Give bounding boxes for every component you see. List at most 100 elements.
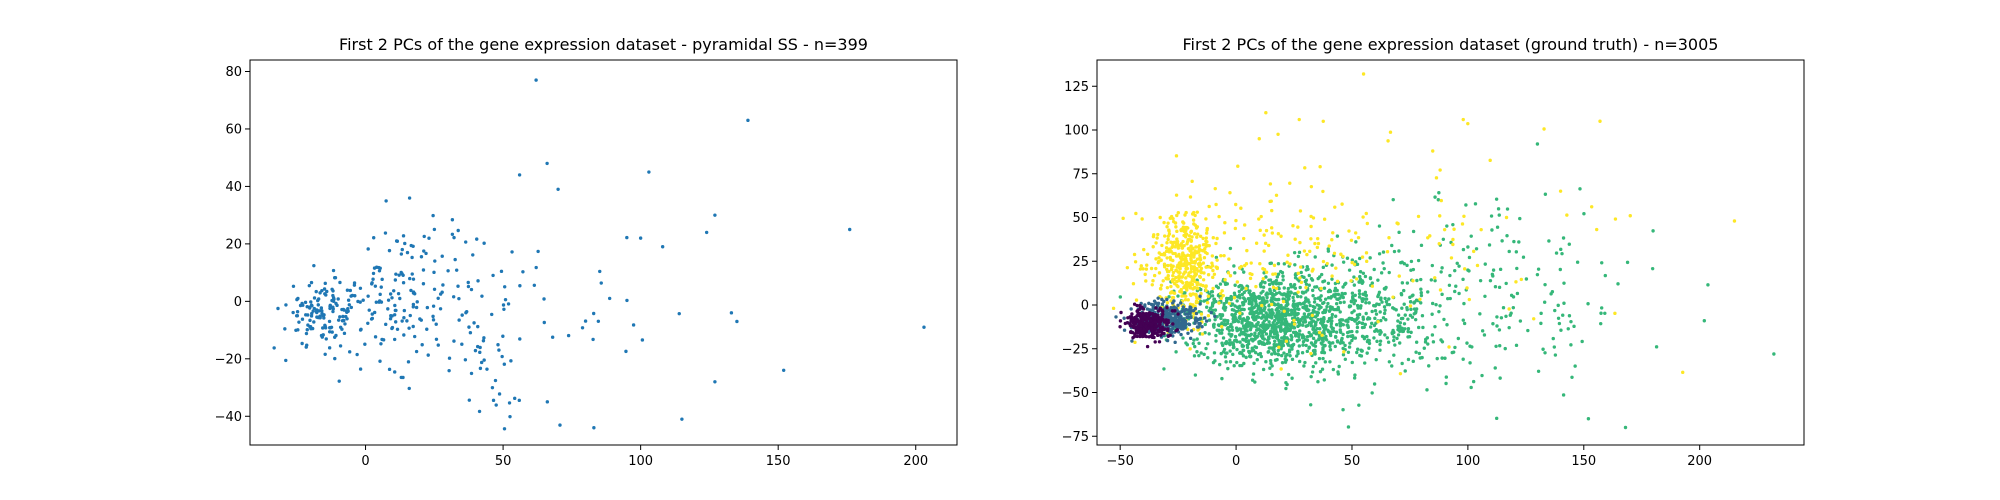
scatter-point [1246, 316, 1251, 321]
scatter-point [1237, 315, 1241, 320]
scatter-point [1304, 343, 1308, 348]
scatter-point [1483, 294, 1487, 298]
scatter-point [1309, 214, 1313, 219]
scatter-point [534, 78, 538, 82]
scatter-point [503, 285, 507, 289]
scatter-point [1231, 352, 1235, 357]
scatter-point [502, 427, 507, 431]
scatter-point [1490, 228, 1494, 232]
scatter-point [407, 326, 411, 330]
scatter-point [471, 253, 475, 257]
scatter-point [1302, 306, 1306, 310]
scatter-point [1462, 301, 1466, 306]
scatter-point [1352, 309, 1356, 313]
scatter-point [490, 385, 495, 390]
scatter-point [1706, 283, 1710, 287]
scatter-point [1173, 245, 1177, 249]
scatter-point [427, 236, 431, 240]
scatter-point [1156, 309, 1161, 313]
scatter-point [456, 284, 460, 288]
scatter-point [1282, 327, 1286, 332]
x-tick-label: 0 [1232, 454, 1240, 469]
scatter-point [1517, 240, 1521, 244]
scatter-point [1111, 306, 1116, 311]
scatter-point [1433, 276, 1437, 280]
scatter-point [1586, 302, 1590, 306]
scatter-point [476, 279, 480, 283]
scatter-point [1280, 360, 1285, 365]
scatter-point [1498, 267, 1503, 272]
scatter-point [336, 297, 340, 301]
scatter-point [1299, 302, 1303, 306]
scatter-point [296, 328, 300, 332]
scatter-point [1169, 263, 1173, 267]
scatter-point [1153, 320, 1157, 324]
scatter-point [1195, 210, 1200, 214]
scatter-point [677, 311, 681, 316]
scatter-point [348, 288, 353, 293]
scatter-point [304, 345, 308, 349]
scatter-point [467, 398, 472, 402]
scatter-point [1402, 302, 1406, 306]
scatter-point [1211, 286, 1215, 291]
scatter-point [1170, 245, 1174, 249]
scatter-point [1228, 191, 1232, 195]
scatter-point [1209, 290, 1214, 294]
scatter-point [1220, 331, 1224, 335]
scatter-point [1268, 288, 1272, 292]
scatter-point [1303, 318, 1307, 323]
scatter-point [1200, 248, 1205, 253]
scatter-point [1573, 364, 1577, 368]
scatter-point [1130, 312, 1134, 316]
scatter-point [1330, 315, 1334, 320]
scatter-point [1562, 281, 1566, 285]
scatter-point [1433, 195, 1437, 199]
scatter-point [1493, 366, 1497, 370]
scatter-point [1179, 228, 1183, 232]
scatter-point [321, 326, 325, 330]
scatter-point [1179, 332, 1183, 337]
scatter-point [1309, 184, 1314, 189]
scatter-point [1468, 361, 1472, 365]
scatter-point [591, 337, 595, 342]
x-tick-label: 150 [766, 454, 791, 469]
scatter-point [413, 334, 417, 339]
scatter-point [1321, 189, 1325, 194]
scatter-point [1408, 295, 1412, 300]
scatter-point [1397, 230, 1401, 235]
scatter-point [346, 298, 351, 302]
scatter-point [1309, 276, 1314, 281]
scatter-point [402, 315, 406, 320]
scatter-point [421, 268, 426, 272]
scatter-point [1217, 301, 1221, 305]
scatter-point [1218, 282, 1223, 286]
scatter-point [337, 379, 341, 383]
scatter-point [1220, 341, 1224, 345]
scatter-point [1518, 216, 1522, 221]
scatter-point [1263, 241, 1268, 246]
scatter-point [1395, 221, 1399, 225]
scatter-point [556, 187, 560, 191]
scatter-point [1272, 263, 1277, 268]
scatter-point [1235, 299, 1239, 303]
y-tick-label: 0 [234, 295, 242, 310]
y-tick-label: −20 [215, 352, 242, 367]
scatter-point [297, 320, 301, 324]
scatter-point [1259, 334, 1263, 338]
scatter-point [1262, 329, 1267, 334]
scatter-point [1151, 234, 1156, 239]
scatter-point [403, 241, 407, 246]
scatter-point [1206, 314, 1211, 318]
scatter-point [1189, 260, 1194, 265]
scatter-point [1242, 325, 1246, 330]
scatter-point [1279, 234, 1283, 238]
scatter-point [1258, 351, 1263, 356]
scatter-point [467, 325, 471, 329]
scatter-point [411, 302, 416, 307]
scatter-point [1343, 291, 1347, 296]
scatter-point [338, 344, 343, 348]
scatter-point [1210, 254, 1215, 258]
scatter-point [1339, 252, 1343, 256]
scatter-point [1390, 331, 1394, 335]
